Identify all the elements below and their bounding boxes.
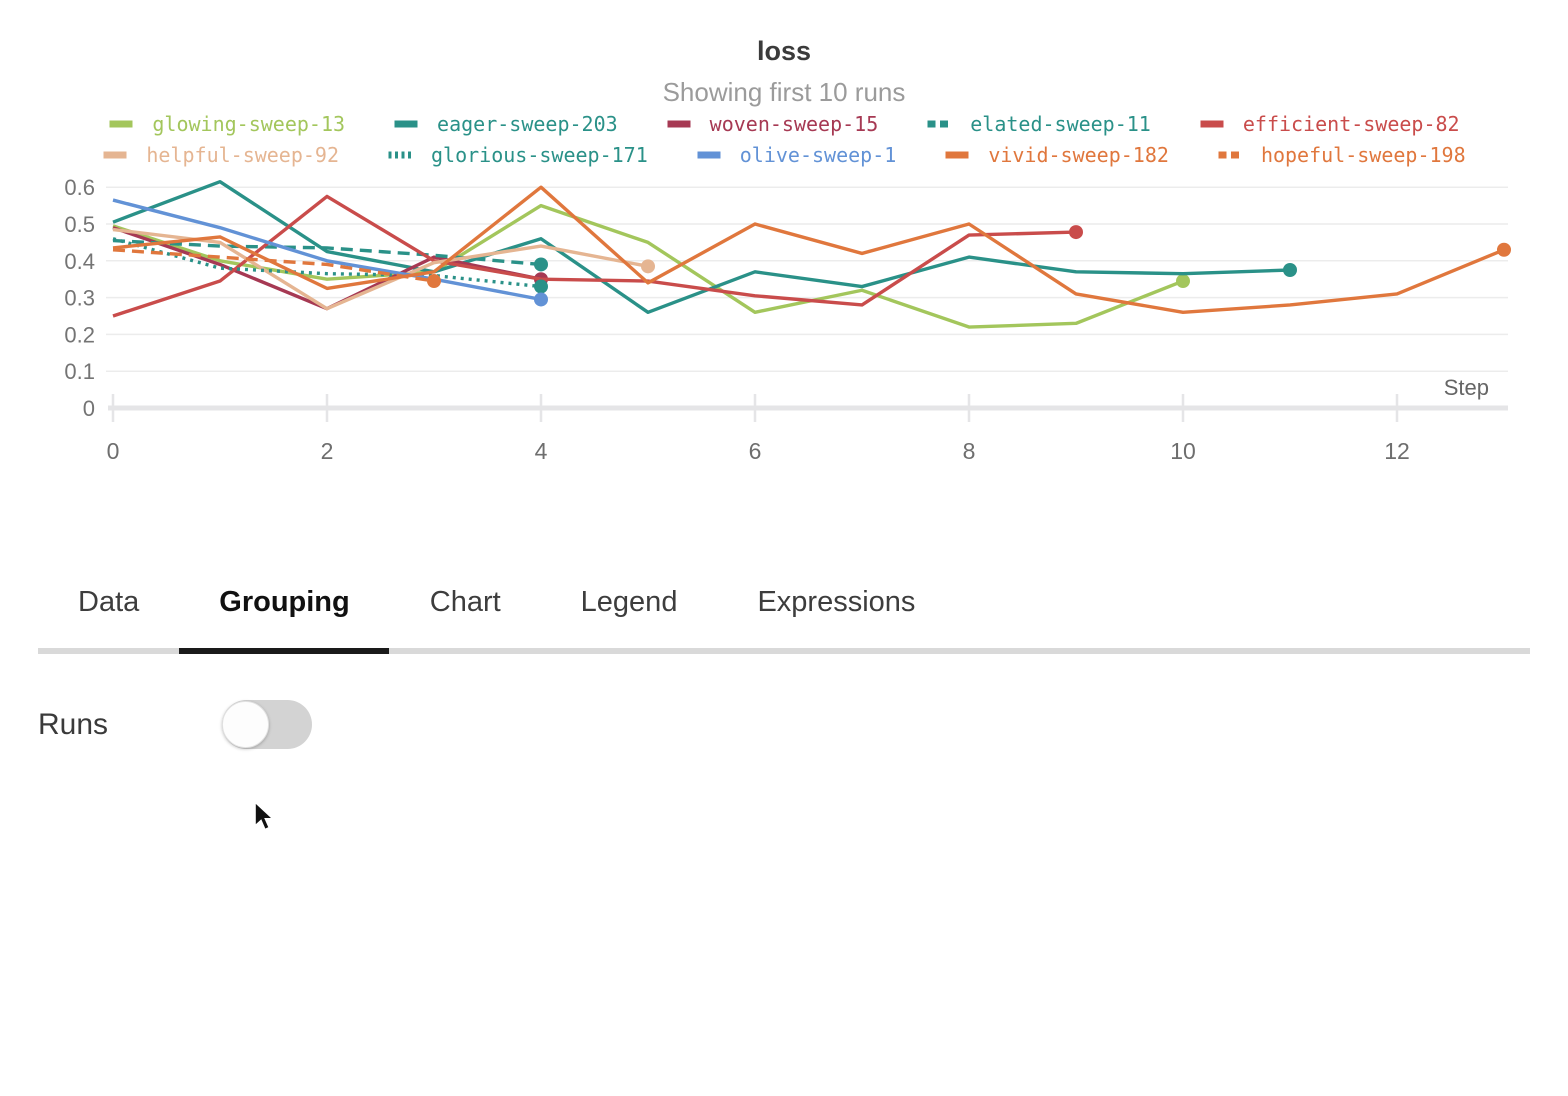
- legend-item-glorious-sweep-171[interactable]: glorious-sweep-171: [387, 143, 648, 167]
- svg-text:0.1: 0.1: [64, 359, 95, 384]
- legend-swatch-solid: [945, 151, 969, 158]
- svg-text:8: 8: [963, 438, 976, 464]
- svg-text:4: 4: [535, 438, 548, 464]
- svg-text:0: 0: [107, 438, 120, 464]
- chart-subtitle: Showing first 10 runs: [662, 77, 906, 107]
- legend-run-name: glowing-sweep-13: [152, 111, 346, 136]
- legend-run-name: woven-sweep-15: [709, 111, 879, 136]
- svg-text:12: 12: [1384, 438, 1410, 464]
- runs-toggle[interactable]: [222, 700, 312, 749]
- svg-text:0.6: 0.6: [64, 175, 95, 200]
- legend-item-elated-sweep-11[interactable]: elated-sweep-11: [926, 112, 1151, 136]
- tab-grouping[interactable]: Grouping: [219, 586, 350, 618]
- svg-text:0.3: 0.3: [64, 286, 95, 311]
- legend-item-woven-sweep-15[interactable]: woven-sweep-15: [666, 111, 879, 136]
- runs-toggle-knob: [222, 701, 269, 748]
- legend-swatch-solid: [109, 120, 133, 127]
- legend-run-name: hopeful-sweep-198: [1260, 142, 1466, 167]
- legend-item-hopeful-sweep-198[interactable]: hopeful-sweep-198: [1217, 143, 1466, 167]
- svg-text:Step: Step: [1444, 375, 1489, 400]
- tab-underline: [38, 648, 1530, 654]
- tab-expressions[interactable]: Expressions: [757, 586, 916, 618]
- svg-text:0: 0: [83, 396, 95, 421]
- legend-swatch-solid: [1200, 120, 1224, 127]
- runs-label: Runs: [38, 708, 109, 741]
- mouse-cursor-icon: [254, 801, 276, 831]
- legend-run-name: helpful-sweep-92: [146, 142, 340, 167]
- svg-text:0.5: 0.5: [64, 212, 95, 237]
- svg-text:0.4: 0.4: [64, 249, 95, 274]
- legend-item-helpful-sweep-92[interactable]: helpful-sweep-92: [102, 143, 339, 167]
- tab-chart[interactable]: Chart: [429, 586, 501, 618]
- legend-item-eager-sweep-203[interactable]: eager-sweep-203: [393, 112, 618, 136]
- tab-legend[interactable]: Legend: [580, 586, 678, 618]
- svg-text:10: 10: [1170, 438, 1196, 464]
- legend-row: glowing-sweep-13 eager-sweep-203 woven-swe…: [0, 108, 1568, 139]
- legend-swatch-dashed: [1218, 151, 1242, 158]
- chart-title: loss: [756, 36, 812, 66]
- legend-run-name: olive-sweep-1: [739, 142, 897, 167]
- loss-line-chart[interactable]: 0 0.1 0.2 0.3 0.4 0.5 0.6 0 2 4 6 8 10 12 Step: [0, 0, 1568, 480]
- svg-text:2: 2: [321, 438, 334, 464]
- legend-swatch-solid: [697, 151, 721, 158]
- svg-text:0.2: 0.2: [64, 322, 95, 347]
- legend-item-vivid-sweep-182[interactable]: vivid-sweep-182: [944, 143, 1169, 167]
- legend-item-olive-sweep-1[interactable]: olive-sweep-1: [696, 142, 897, 167]
- chart-legend: glowing-sweep-13 eager-sweep-203 woven-swe…: [0, 108, 1568, 170]
- legend-swatch-solid: [394, 120, 418, 127]
- tab-bar: Data Grouping Chart Legend Expressions: [38, 581, 955, 623]
- tab-data[interactable]: Data: [78, 586, 140, 618]
- legend-swatch-solid: [667, 120, 691, 127]
- legend-run-name: efficient-sweep-82: [1242, 111, 1460, 136]
- legend-run-name: elated-sweep-11: [970, 111, 1151, 136]
- legend-row: helpful-sweep-92 glorious-sweep-171 olive-…: [0, 139, 1568, 170]
- legend-swatch-solid: [103, 151, 127, 158]
- active-tab-underline: [179, 648, 389, 654]
- legend-item-efficient-sweep-82[interactable]: efficient-sweep-82: [1199, 112, 1460, 136]
- legend-run-name: glorious-sweep-171: [431, 142, 648, 167]
- svg-text:6: 6: [749, 438, 762, 464]
- legend-swatch-dashed: [927, 120, 951, 127]
- legend-run-name: vivid-sweep-182: [988, 142, 1169, 167]
- legend-item-glowing-sweep-13[interactable]: glowing-sweep-13: [108, 112, 345, 136]
- legend-run-name: eager-sweep-203: [437, 111, 618, 136]
